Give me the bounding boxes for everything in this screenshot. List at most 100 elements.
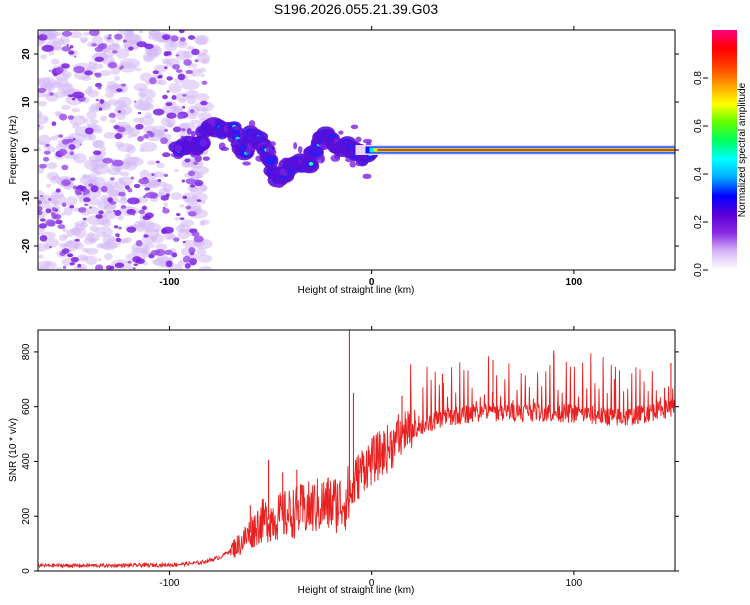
noise-blob-strong: [84, 127, 94, 135]
ridge-satellite: [293, 142, 298, 150]
ridge-satellite: [355, 136, 362, 143]
noise-blob: [49, 175, 62, 184]
noise-blob-strong: [170, 35, 179, 42]
noise-blob: [190, 186, 199, 193]
noise-blob: [119, 58, 141, 69]
noise-blob: [124, 30, 135, 39]
noise-blob-strong: [130, 176, 135, 180]
noise-blob-strong: [68, 144, 76, 150]
noise-blob-strong: [48, 69, 51, 72]
noise-blob: [115, 141, 125, 148]
noise-blob-strong: [51, 121, 57, 126]
noise-blob: [106, 210, 112, 214]
noise-blob-strong: [94, 56, 104, 62]
noise-blob-strong: [175, 212, 181, 217]
noise-blob-strong: [157, 178, 162, 182]
ridge-blob-core: [265, 156, 276, 165]
ridge-satellite: [174, 144, 183, 153]
noise-blob-strong: [95, 214, 103, 219]
noise-blob-strong: [171, 95, 177, 100]
ridge-satellite: [218, 142, 226, 151]
ridge-satellite: [265, 145, 273, 153]
noise-blob: [86, 110, 97, 120]
noise-blob: [169, 61, 173, 66]
spectrogram-ytick-label: 10: [21, 96, 32, 108]
noise-blob: [79, 36, 89, 43]
noise-blob: [55, 77, 69, 88]
noise-blob-strong: [158, 74, 163, 79]
noise-blob-strong: [182, 105, 186, 109]
noise-blob-strong: [149, 77, 157, 85]
noise-blob: [155, 243, 168, 251]
spectrogram-ytick-label: -10: [21, 190, 32, 205]
ridge-satellite: [317, 155, 325, 164]
noise-blob-strong: [143, 234, 149, 238]
noise-blob: [104, 253, 113, 261]
noise-blob-strong: [107, 197, 114, 203]
steady-line-core: [377, 149, 675, 151]
noise-blob: [144, 98, 154, 104]
noise-blob: [41, 201, 52, 209]
noise-blob: [199, 106, 209, 112]
noise-blob: [163, 202, 169, 207]
noise-blob: [126, 144, 136, 154]
noise-blob-strong: [55, 66, 64, 74]
noise-blob: [102, 51, 106, 55]
noise-blob-strong: [187, 170, 196, 177]
snr-plot-area: [38, 330, 675, 571]
noise-blob: [196, 93, 210, 102]
noise-blob: [108, 189, 121, 198]
noise-blob-strong: [45, 208, 52, 214]
noise-blob-strong: [173, 237, 180, 242]
noise-blob: [168, 83, 182, 93]
noise-blob-strong: [155, 160, 160, 164]
snr-frame: [37, 329, 676, 572]
noise-blob: [178, 98, 187, 104]
noise-blob-strong: [109, 177, 115, 181]
ridge-blob-peak: [308, 161, 314, 166]
noise-blob: [92, 139, 104, 149]
noise-blob-strong: [38, 87, 47, 94]
noise-blob-strong: [38, 205, 43, 213]
noise-blob: [123, 237, 132, 243]
noise-blob: [65, 229, 76, 238]
noise-blob: [42, 94, 47, 98]
noise-blob-strong: [61, 248, 70, 254]
noise-blob-strong: [51, 207, 57, 212]
noise-blob-strong: [94, 46, 104, 52]
noise-blob-strong: [91, 43, 98, 47]
noise-blob-strong: [61, 46, 72, 52]
noise-blob: [92, 35, 103, 46]
noise-blob: [165, 119, 171, 123]
noise-blob-strong: [165, 193, 170, 197]
noise-blob-strong: [111, 159, 124, 167]
noise-blob-strong: [49, 246, 53, 249]
noise-blob: [198, 112, 213, 121]
noise-blob: [186, 45, 195, 51]
noise-blob-strong: [135, 240, 143, 247]
noise-blob-strong: [177, 113, 184, 120]
noise-blob: [140, 142, 158, 152]
noise-blob-strong: [43, 150, 51, 155]
noise-blob: [50, 58, 60, 65]
noise-blob: [74, 227, 87, 239]
noise-blob-strong: [132, 267, 136, 270]
noise-blob-strong: [165, 260, 173, 268]
ridge-satellite: [275, 183, 284, 188]
noise-blob-strong: [67, 182, 70, 185]
noise-blob: [114, 75, 120, 81]
noise-blob: [46, 162, 58, 170]
spectrogram-heat: [38, 30, 675, 270]
noise-blob: [147, 160, 157, 166]
noise-blob-strong: [137, 135, 144, 142]
noise-blob: [139, 92, 147, 97]
noise-blob: [182, 50, 194, 59]
noise-blob-strong: [83, 197, 91, 203]
noise-blob-strong: [58, 148, 67, 156]
noise-blob: [179, 204, 184, 208]
noise-blob: [38, 100, 47, 107]
noise-blob: [40, 54, 48, 60]
noise-blob: [83, 159, 101, 170]
noise-blob: [51, 197, 59, 206]
noise-blob: [139, 30, 144, 34]
